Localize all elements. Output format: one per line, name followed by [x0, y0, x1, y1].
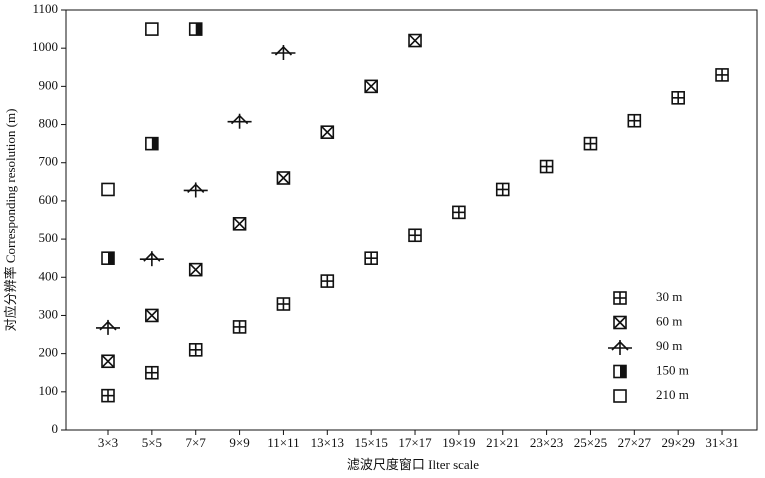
point	[232, 320, 247, 334]
marker-stroke	[145, 308, 159, 323]
y-tick-label: 0	[52, 421, 59, 436]
x-tick-label: 5×5	[142, 435, 162, 450]
marker-stroke	[276, 171, 291, 185]
point	[101, 182, 115, 197]
y-tick-label: 500	[39, 230, 59, 245]
marker-box	[145, 22, 159, 36]
point	[364, 251, 378, 265]
y-tick-label: 300	[39, 306, 59, 321]
point	[232, 217, 247, 231]
y-tick-label: 1000	[32, 39, 58, 54]
point	[96, 319, 120, 335]
x-tick-label: 29×29	[662, 435, 695, 450]
marker-fill	[195, 23, 202, 36]
point	[276, 171, 291, 185]
point	[583, 136, 598, 151]
marker-stroke	[320, 125, 334, 139]
point	[320, 125, 335, 139]
point	[276, 297, 291, 311]
point	[188, 343, 203, 357]
point	[188, 22, 203, 36]
point	[452, 205, 466, 220]
legend-marker	[613, 291, 627, 305]
point	[101, 354, 115, 369]
x-tick-label: 19×19	[442, 435, 475, 450]
point	[408, 228, 422, 243]
legend-label: 60 m	[656, 313, 682, 328]
legend-marker	[608, 340, 632, 355]
point	[101, 251, 115, 265]
marker-stroke	[613, 315, 627, 330]
legend-label: 90 m	[656, 338, 682, 353]
y-tick-label: 400	[39, 268, 59, 283]
point	[495, 182, 510, 197]
marker-fill	[620, 365, 626, 378]
marker-stroke	[101, 354, 115, 368]
x-tick-label: 3×3	[98, 435, 118, 450]
point	[320, 274, 335, 288]
legend-marker	[613, 389, 627, 403]
marker-box	[101, 182, 115, 197]
point	[227, 113, 252, 129]
point	[145, 365, 159, 380]
y-tick-label: 1100	[32, 1, 58, 16]
point	[408, 33, 422, 48]
point	[271, 45, 296, 60]
x-tick-label: 25×25	[574, 435, 607, 450]
point	[145, 136, 159, 151]
marker-stroke	[408, 33, 422, 48]
point	[671, 91, 685, 105]
point	[364, 79, 378, 94]
point	[145, 22, 159, 36]
y-tick-label: 100	[39, 383, 59, 398]
x-tick-label: 7×7	[186, 435, 207, 450]
plot-frame	[65, 9, 758, 431]
marker-stroke	[189, 263, 203, 277]
x-tick-label: 13×13	[311, 435, 344, 450]
marker-fill	[151, 137, 158, 150]
marker-fill	[108, 252, 114, 265]
y-axis-label: 对应分辨率 Corresponding resolution (m)	[3, 109, 18, 332]
point	[145, 308, 159, 323]
x-tick-label: 11×11	[267, 435, 299, 450]
legend-label: 150 m	[656, 362, 689, 377]
x-tick-label: 27×27	[618, 435, 652, 450]
point	[183, 182, 208, 198]
y-tick-label: 600	[39, 192, 59, 207]
x-tick-label: 23×23	[530, 435, 563, 450]
y-tick-label: 200	[39, 345, 59, 360]
point	[715, 68, 729, 82]
legend-marker	[613, 315, 627, 330]
point	[627, 113, 642, 128]
y-tick-label: 700	[39, 154, 59, 169]
legend-label: 210 m	[656, 387, 689, 402]
marker-box	[613, 389, 627, 403]
y-tick-label: 900	[39, 77, 59, 92]
x-tick-label: 31×31	[705, 435, 738, 450]
point	[539, 159, 554, 174]
marker-stroke	[233, 217, 247, 231]
x-tick-label: 21×21	[486, 435, 519, 450]
legend-marker	[613, 364, 627, 379]
x-tick-label: 9×9	[229, 435, 249, 450]
point	[139, 251, 164, 267]
legend-label: 30 m	[656, 289, 682, 304]
marker-stroke	[364, 79, 378, 93]
point	[101, 388, 115, 403]
x-tick-label: 15×15	[354, 435, 387, 450]
y-tick-label: 800	[39, 116, 59, 131]
x-axis-label: 滤波尺度窗口 Ilter scale	[347, 457, 479, 472]
x-tick-label: 17×17	[398, 435, 432, 450]
point	[188, 262, 203, 277]
